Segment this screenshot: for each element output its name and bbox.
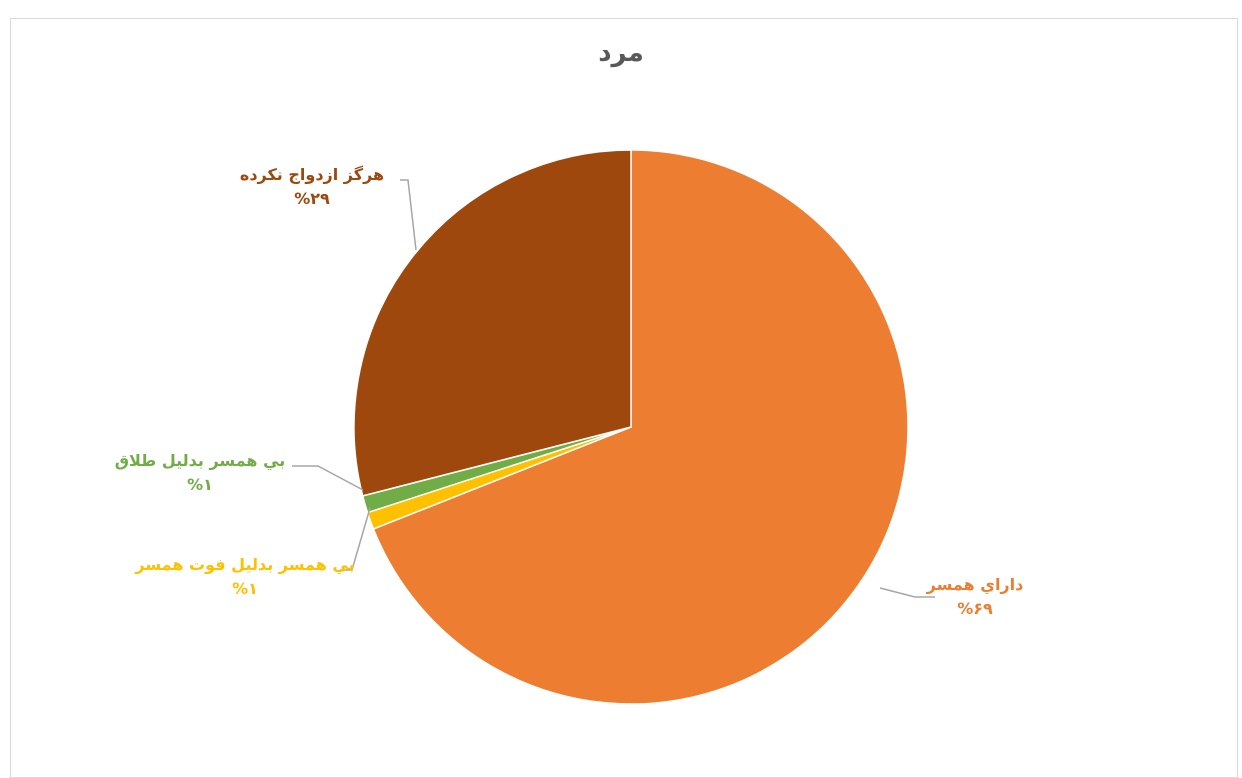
leader-line-3 [292, 465, 364, 491]
slice-label-4: هرگز ازدواج نكرده [240, 165, 384, 184]
slice-value-3: %۱ [187, 475, 213, 494]
slice-value-1: %۶۹ [957, 599, 993, 618]
pie-slice-1 [372, 149, 909, 705]
slice-label-1: داراي همسر [926, 575, 1024, 595]
slice-value-4: %۲۹ [294, 189, 330, 208]
leader-line-2 [340, 507, 371, 571]
slice-value-2: %۱ [232, 579, 258, 598]
leader-line-1 [879, 587, 935, 598]
slice-label-3: بي همسر بدليل طلاق [115, 451, 286, 471]
chart-title: مرد [598, 38, 644, 68]
leader-line-4 [400, 179, 417, 251]
slice-label-2: بي همسر بدليل فوت همسر [134, 555, 354, 575]
pie-slice-4 [353, 149, 632, 497]
